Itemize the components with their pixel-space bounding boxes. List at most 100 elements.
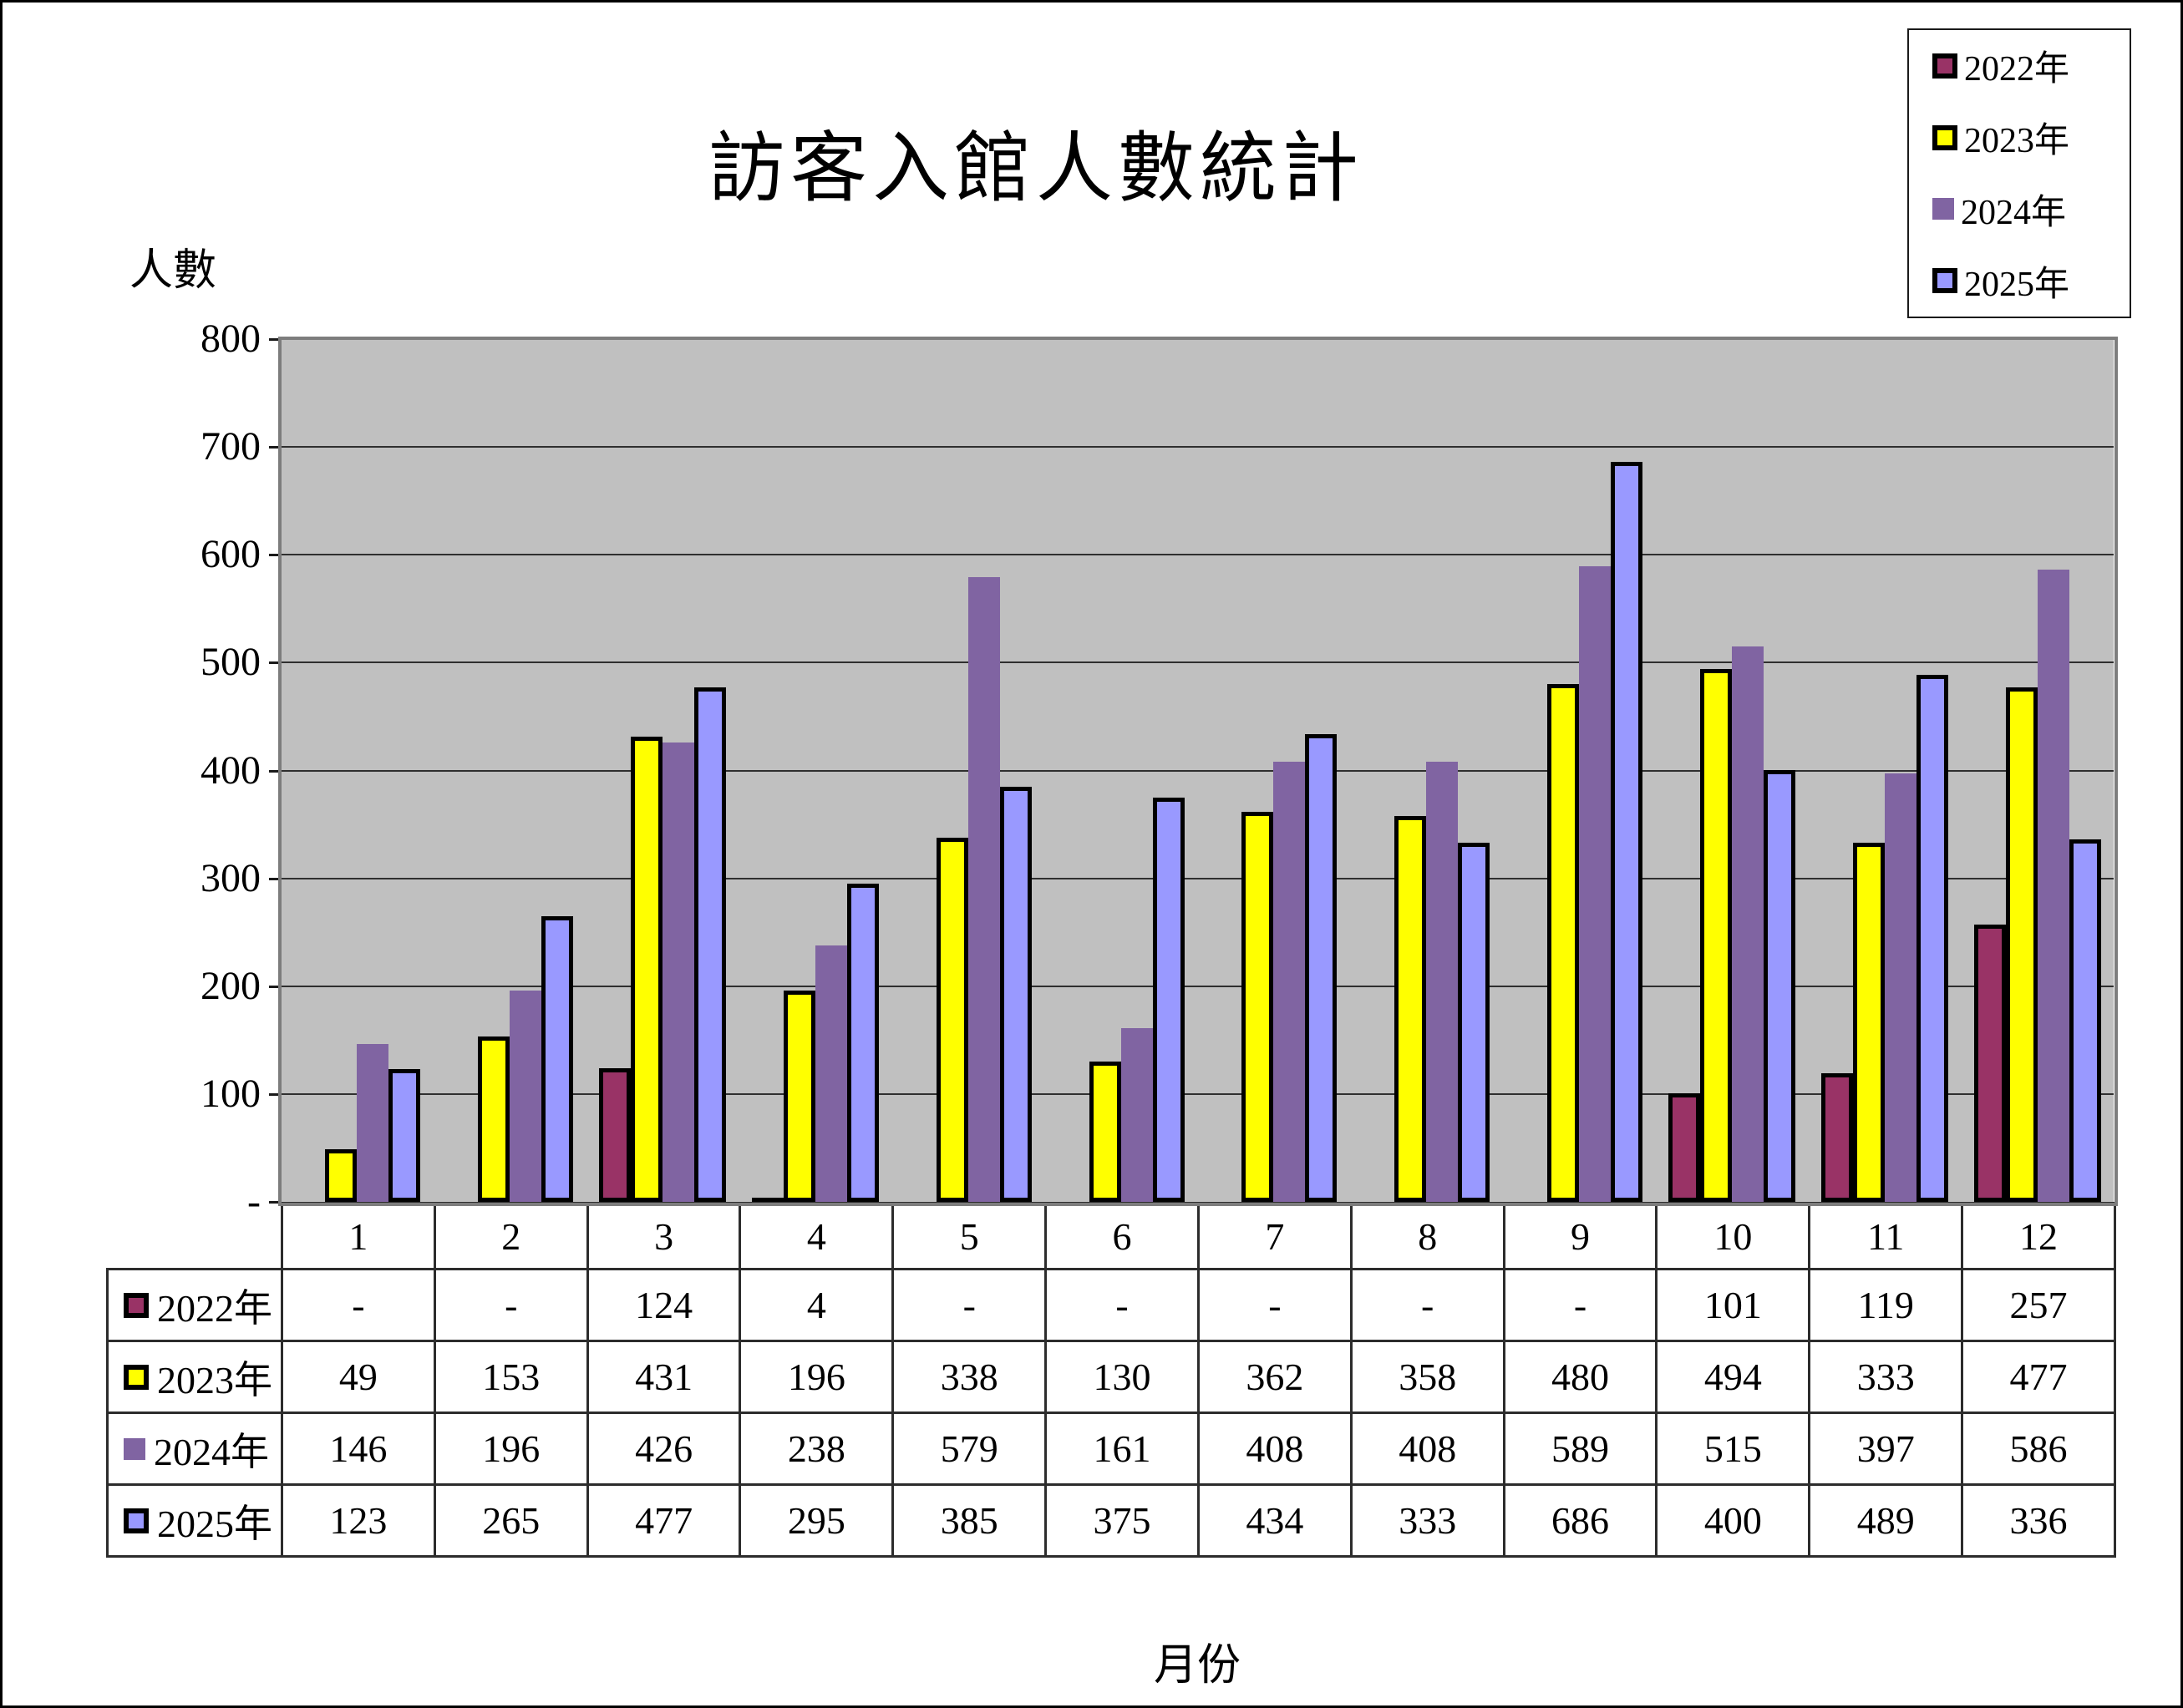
value-cell-2022年-month-9: - <box>1502 1268 1658 1342</box>
bar-2022年-month-12 <box>1973 925 2006 1202</box>
month-header-cell: 1 <box>281 1202 436 1270</box>
value-cell-2023年-month-3: 431 <box>586 1340 742 1414</box>
value-cell-2024年-month-6: 161 <box>1044 1412 1200 1486</box>
value-cell-2022年-month-3: 124 <box>586 1268 742 1342</box>
value-cell-2024年-month-9: 589 <box>1502 1412 1658 1486</box>
series-name: 2022年 <box>157 1286 272 1330</box>
series-name: 2023年 <box>157 1358 272 1401</box>
y-tick-label: 800 <box>201 317 261 361</box>
value-cell-2022年-month-10: 101 <box>1655 1268 1811 1342</box>
value-cell-2025年-month-8: 333 <box>1349 1483 1505 1558</box>
bar-2025年-month-4 <box>846 884 879 1202</box>
bar-2022年-month-11 <box>1820 1073 1853 1202</box>
series-label-cell-2023年: 2023年 <box>106 1340 283 1414</box>
plot-area <box>281 339 2114 1206</box>
bar-2025年-month-6 <box>1152 798 1185 1202</box>
value-cell-2024年-month-4: 238 <box>739 1412 895 1486</box>
gridline-600 <box>281 554 2114 556</box>
value-cell-2023年-month-12: 477 <box>1961 1340 2116 1414</box>
bar-2023年-month-10 <box>1699 669 1732 1202</box>
y-tick-mark <box>269 446 281 449</box>
bar-2024年-month-7 <box>1273 762 1306 1202</box>
value-cell-2025年-month-4: 295 <box>739 1483 895 1558</box>
y-tick-label: - <box>247 1179 261 1224</box>
legend-swatch-2025年 <box>1932 268 1957 294</box>
value-cell-2023年-month-4: 196 <box>739 1340 895 1414</box>
bar-2025年-month-2 <box>541 916 574 1202</box>
table-row-2025年: 2025年 123 265 477 295 385 375 434 333 686 400 489 33… <box>106 1483 2116 1558</box>
value-cell-2023年-month-1: 49 <box>281 1340 436 1414</box>
bar-2023年-month-9 <box>1547 684 1580 1202</box>
legend-item-2022年: 2022年 <box>1932 40 2130 91</box>
gridline-100 <box>281 1092 2114 1095</box>
bar-2025年-month-3 <box>694 687 727 1202</box>
value-cell-2023年-month-10: 494 <box>1655 1340 1811 1414</box>
value-cell-2025年-month-6: 375 <box>1044 1483 1200 1558</box>
value-cell-2023年-month-2: 153 <box>433 1340 589 1414</box>
bar-2022年-month-10 <box>1668 1093 1700 1202</box>
y-tick-mark <box>269 554 281 557</box>
month-header-cell: 12 <box>1961 1202 2116 1270</box>
value-cell-2023年-month-11: 333 <box>1808 1340 1964 1414</box>
y-tick-mark <box>269 338 281 341</box>
bar-2024年-month-1 <box>357 1044 389 1202</box>
bar-2024年-month-10 <box>1731 646 1764 1202</box>
bar-2023年-month-6 <box>1089 1062 1121 1202</box>
y-tick-label: 500 <box>201 640 261 685</box>
legend-swatch-2023年 <box>1932 124 1957 150</box>
month-header-cell: 11 <box>1808 1202 1964 1270</box>
bar-2025年-month-1 <box>388 1069 421 1202</box>
y-tick-mark <box>269 1201 281 1204</box>
value-cell-2023年-month-9: 480 <box>1502 1340 1658 1414</box>
value-cell-2022年-month-1: - <box>281 1268 436 1342</box>
value-cell-2024年-month-11: 397 <box>1808 1412 1964 1486</box>
value-cell-2025年-month-10: 400 <box>1655 1483 1811 1558</box>
series-label-cell-2022年: 2022年 <box>106 1268 283 1342</box>
table-swatch-2024年 <box>124 1437 145 1460</box>
y-tick-mark <box>269 877 281 880</box>
legend-swatch-2022年 <box>1932 53 1957 79</box>
table-row-2022年: 2022年 - -124 4- - - - -101 119 257 <box>106 1268 2116 1342</box>
value-cell-2024年-month-12: 586 <box>1961 1412 2116 1486</box>
value-cell-2022年-month-5: - <box>891 1268 1048 1342</box>
value-cell-2024年-month-5: 579 <box>891 1412 1048 1486</box>
value-cell-2025年-month-11: 489 <box>1808 1483 1964 1558</box>
y-tick-mark <box>269 661 281 665</box>
value-cell-2025年-month-1: 123 <box>281 1483 436 1558</box>
value-cell-2025年-month-2: 265 <box>433 1483 589 1558</box>
value-cell-2023年-month-8: 358 <box>1349 1340 1505 1414</box>
y-tick-mark <box>269 1092 281 1096</box>
value-cell-2023年-month-5: 338 <box>891 1340 1048 1414</box>
value-cell-2022年-month-8: - <box>1349 1268 1505 1342</box>
value-cell-2025年-month-9: 686 <box>1502 1483 1658 1558</box>
value-cell-2022年-month-11: 119 <box>1808 1268 1964 1342</box>
table-row-2024年: 2024年 146 196 426 238 579 161 408 408 589 515 397 58… <box>106 1412 2116 1486</box>
month-header-cell: 7 <box>1196 1202 1353 1270</box>
value-cell-2022年-month-4: 4 <box>739 1268 895 1342</box>
table-swatch-2022年 <box>124 1292 149 1318</box>
bar-2025年-month-8 <box>1458 843 1490 1202</box>
month-header-cell: 10 <box>1655 1202 1811 1270</box>
bar-2023年-month-4 <box>783 991 815 1202</box>
legend-label: 2022年 <box>1964 50 2070 89</box>
value-cell-2023年-month-6: 130 <box>1044 1340 1200 1414</box>
y-tick-mark <box>269 985 281 988</box>
series-name: 2025年 <box>157 1502 272 1545</box>
table-swatch-2025年 <box>124 1508 149 1533</box>
gridline-300 <box>281 877 2114 879</box>
series-label-cell-2024年: 2024年 <box>106 1412 283 1486</box>
bar-2024年-month-4 <box>815 945 847 1202</box>
month-header-cell: 5 <box>891 1202 1048 1270</box>
month-header-row: 1 2 3 4 5 6 7 8 9 10 11 12 <box>108 1202 2116 1270</box>
gridline-700 <box>281 446 2114 449</box>
value-cell-2025年-month-7: 434 <box>1196 1483 1353 1558</box>
value-cell-2024年-month-1: 146 <box>281 1412 436 1486</box>
bar-2025年-month-5 <box>999 787 1032 1202</box>
table-corner-cell <box>108 1204 282 1270</box>
bar-2024年-month-12 <box>2037 570 2069 1202</box>
gridline-500 <box>281 661 2114 664</box>
table-swatch-2023年 <box>124 1364 149 1390</box>
data-table: 1 2 3 4 5 6 7 8 9 10 11 12 2022年 - -124 4- - - - -101 119 257… <box>106 1202 2116 1558</box>
value-cell-2023年-month-7: 362 <box>1196 1340 1353 1414</box>
